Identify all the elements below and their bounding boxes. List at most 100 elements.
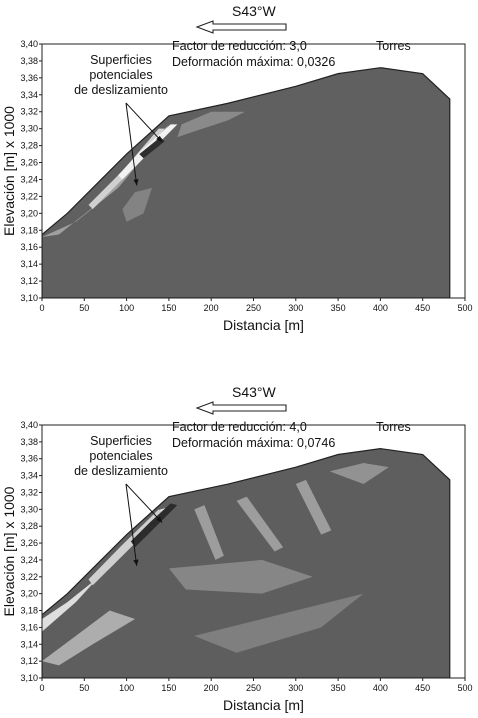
chart-1-x-tick-label: 450 <box>415 303 430 313</box>
chart-1-y-tick-label: 3,36 <box>20 73 38 83</box>
chart-1-y-tick-label: 3,34 <box>20 90 38 100</box>
chart-1-x-tick-label: 100 <box>119 303 134 313</box>
chart-1-stress-field <box>42 67 451 298</box>
chart-2-callout-arrowhead-icon <box>156 516 163 523</box>
chart-2-ticks: 0 50 100 150 200 250 300 350 400 450 500 3,10 3,12 3,… <box>20 420 472 693</box>
chart-2-y-tick-label: 3,30 <box>20 504 38 514</box>
chart-2-crack-3 <box>295 479 332 535</box>
chart-2-callout-arrowhead-icon <box>133 559 139 566</box>
chart-2-y-tick-label: 3,22 <box>20 572 38 582</box>
chart-1-callout-arrowhead-icon <box>133 179 139 186</box>
chart-2-crack-1 <box>194 505 224 560</box>
chart-1-y-tick-label: 3,18 <box>20 225 38 235</box>
chart-1-x-axis-label: Distancia [m] <box>223 317 304 333</box>
chart-1-y-tick-label: 3,40 <box>20 39 38 49</box>
chart-2-x-tick-label: 300 <box>288 683 303 693</box>
chart-2-x-tick-label: 50 <box>79 683 89 693</box>
chart-2-x-tick-label: 150 <box>161 683 176 693</box>
chart-1-x-tick-label: 150 <box>161 303 176 313</box>
chart-2-x-tick-label: 250 <box>246 683 261 693</box>
chart-1-site-label: Torres <box>376 39 411 53</box>
chart-2-y-tick-label: 3,40 <box>20 420 38 430</box>
chart-1-x-tick-label: 0 <box>39 303 44 313</box>
chart-2-x-tick-label: 450 <box>415 683 430 693</box>
chart-1-lower-patch <box>122 187 152 222</box>
chart-1-y-tick-label: 3,32 <box>20 107 38 117</box>
chart-1-x-tick-label: 400 <box>373 303 388 313</box>
chart-2-x-axis-label: Distancia [m] <box>223 697 304 713</box>
chart-1: 0 50 100 150 200 250 300 350 400 450 500 3,10 3,12 3,… <box>1 3 473 333</box>
chart-2-lower-zone <box>194 593 364 653</box>
chart-2-y-tick-label: 3,32 <box>20 487 38 497</box>
chart-2-annotation-factor: Factor de reducción: 4,0 <box>172 420 307 434</box>
chart-2-y-tick-label: 3,24 <box>20 555 38 565</box>
chart-1-callout-arrows <box>125 102 163 186</box>
chart-2-x-tick-label: 200 <box>204 683 219 693</box>
chart-2-direction-label: S43°W <box>232 384 277 400</box>
chart-2-y-tick-label: 3,28 <box>20 521 38 531</box>
chart-2-y-tick-label: 3,20 <box>20 589 38 599</box>
chart-2-y-axis-label: Elevación [m] x 1000 <box>1 486 17 616</box>
chart-2-x-tick-label: 0 <box>39 683 44 693</box>
chart-2-x-tick-label: 500 <box>457 683 472 693</box>
chart-1-y-tick-label: 3,26 <box>20 158 38 168</box>
chart-1-callout-arrow-line <box>125 102 163 143</box>
chart-1-y-tick-label: 3,20 <box>20 208 38 218</box>
chart-2-base-band <box>42 610 136 666</box>
chart-2-callout-arrows <box>125 483 163 566</box>
chart-2-direction-arrow-icon <box>195 401 287 415</box>
chart-2-stress-field <box>42 448 451 678</box>
chart-1-y-tick-label: 3,16 <box>20 242 38 252</box>
chart-2-site-label: Torres <box>376 420 411 434</box>
chart-2-y-tick-label: 3,34 <box>20 471 38 481</box>
chart-1-y-tick-label: 3,28 <box>20 141 38 151</box>
chart-2-y-tick-label: 3,18 <box>20 606 38 616</box>
chart-2-y-tick-label: 3,26 <box>20 538 38 548</box>
chart-1-callout-arrowhead-icon <box>156 135 163 142</box>
chart-1-shear-band-dark <box>139 137 165 159</box>
chart-2-callout-arrow-line <box>125 483 163 523</box>
chart-1-slope-profile <box>42 67 451 298</box>
chart-2-callout-line-3: de deslizamiento <box>74 464 168 478</box>
chart-2-crack-2 <box>236 496 284 552</box>
chart-1-y-tick-label: 3,22 <box>20 191 38 201</box>
chart-1-y-tick-label: 3,12 <box>20 276 38 286</box>
chart-1-x-tick-label: 200 <box>204 303 219 313</box>
chart-1-y-tick-label: 3,38 <box>20 56 38 66</box>
chart-1-annotation-deformation: Deformación máxima: 0,0326 <box>172 55 335 69</box>
chart-1-direction-label: S43°W <box>232 3 277 19</box>
chart-2-x-tick-label: 350 <box>331 683 346 693</box>
chart-2-y-tick-label: 3,38 <box>20 437 38 447</box>
chart-1-y-tick-label: 3,30 <box>20 124 38 134</box>
chart-2-y-tick-label: 3,36 <box>20 454 38 464</box>
chart-2-mid-zone <box>168 559 313 594</box>
chart-1-callout-line-1: Superficies <box>90 53 152 67</box>
chart-2-callout-arrow-line <box>125 483 138 566</box>
chart-1-y-tick-label: 3,24 <box>20 174 38 184</box>
chart-1-direction-arrow-icon <box>195 20 287 34</box>
chart-1-x-tick-label: 500 <box>457 303 472 313</box>
chart-1-y-axis-label: Elevación [m] x 1000 <box>1 106 17 236</box>
chart-1-callout-line-2: potenciales <box>89 68 152 82</box>
chart-2-callout-line-1: Superficies <box>90 434 152 448</box>
chart-1-crest-zone <box>177 111 246 138</box>
chart-2-shear-band-dark <box>130 503 178 548</box>
chart-1-x-tick-label: 300 <box>288 303 303 313</box>
chart-1-callout-arrow-line <box>125 102 138 186</box>
chart-2-y-tick-label: 3,12 <box>20 656 38 666</box>
chart-1-x-tick-label: 350 <box>331 303 346 313</box>
chart-2-x-tick-label: 400 <box>373 683 388 693</box>
chart-2-annotation-deformation: Deformación máxima: 0,0746 <box>172 436 335 450</box>
chart-2-crest-zone <box>329 462 389 485</box>
chart-1-x-tick-label: 250 <box>246 303 261 313</box>
chart-1-callout-line-3: de deslizamiento <box>74 83 168 97</box>
chart-2-callout-line-2: potenciales <box>89 449 152 463</box>
chart-2-y-tick-label: 3,14 <box>20 639 38 649</box>
chart-2-y-tick-label: 3,16 <box>20 622 38 632</box>
chart-2-y-tick-label: 3,10 <box>20 673 38 683</box>
chart-1-x-tick-label: 50 <box>79 303 89 313</box>
chart-1-y-tick-label: 3,10 <box>20 293 38 303</box>
chart-2-x-tick-label: 100 <box>119 683 134 693</box>
